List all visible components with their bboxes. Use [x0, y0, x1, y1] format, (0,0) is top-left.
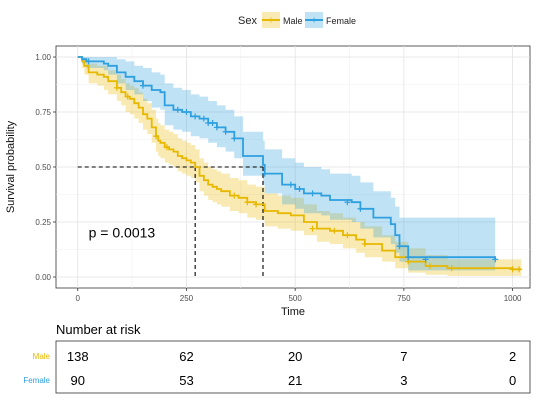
p-value-annotation: p = 0.0013 [89, 224, 156, 240]
survival-curves [77, 56, 522, 271]
censor-mark-male-5 [244, 199, 251, 206]
censor-mark-male-2 [153, 133, 160, 140]
censor-marks [85, 58, 523, 273]
y-axis-label: Survival probability [5, 120, 17, 213]
risk-table-rows: Male 138 62 20 7 2 Female 90 53 21 3 0 [23, 349, 516, 388]
x-tick-label-4: 1000 [504, 294, 522, 303]
risk-row-label-male: Male [33, 352, 51, 361]
risk-value-female-3: 3 [400, 373, 407, 388]
censor-mark-female-19 [422, 256, 429, 263]
censor-mark-male-0 [113, 84, 120, 91]
censor-mark-male-3 [163, 144, 170, 151]
y-tick-label-0: 0.00 [35, 273, 51, 282]
risk-value-female-4: 0 [509, 373, 516, 388]
legend-entry-male: + Male [262, 12, 303, 28]
y-tick-label-2: 0.50 [35, 163, 51, 172]
censor-mark-female-11 [261, 170, 268, 177]
legend: Sex + Male + Female [238, 12, 356, 28]
censor-mark-female-17 [396, 243, 403, 250]
censor-mark-male-6 [253, 201, 260, 208]
censor-mark-male-4 [231, 192, 238, 199]
legend-key-cross-female: + [311, 16, 317, 27]
risk-value-female-1: 53 [179, 373, 193, 388]
censor-mark-male-10 [361, 241, 368, 247]
censor-mark-female-12 [287, 181, 294, 188]
censor-mark-female-5 [200, 115, 207, 122]
risk-value-male-0: 138 [67, 349, 89, 364]
censor-mark-female-20 [492, 256, 499, 263]
y-axis: 0.00 0.25 0.50 0.75 1.00 [35, 53, 56, 282]
risk-value-female-0: 90 [71, 373, 85, 388]
survival-curve-male [77, 56, 522, 271]
x-tick-label-1: 250 [180, 294, 194, 303]
censor-mark-female-3 [183, 109, 190, 115]
legend-key-cross-male: + [268, 16, 274, 27]
x-tick-label-0: 0 [76, 294, 81, 303]
censor-mark-female-13 [296, 186, 303, 192]
survival-curve-female [77, 56, 497, 260]
censor-mark-female-9 [222, 128, 229, 135]
x-tick-label-3: 750 [397, 294, 411, 303]
risk-value-male-3: 7 [400, 349, 407, 364]
risk-table-title: Number at risk [56, 322, 141, 337]
censor-mark-male-14 [509, 266, 516, 273]
censor-mark-female-7 [209, 120, 216, 126]
censor-mark-female-15 [344, 199, 351, 206]
censor-mark-male-12 [426, 263, 433, 269]
risk-value-male-1: 62 [179, 349, 193, 364]
censor-mark-male-13 [448, 265, 455, 272]
censor-mark-male-8 [331, 227, 338, 234]
survival-plot-panel: p = 0.0013 [55, 45, 531, 289]
censor-mark-male-9 [344, 232, 351, 239]
x-axis: 0 250 500 750 1000 [76, 288, 522, 303]
censor-mark-female-18 [405, 254, 412, 261]
censor-mark-female-2 [174, 106, 181, 113]
risk-value-male-4: 2 [509, 349, 516, 364]
censor-mark-female-4 [192, 113, 199, 120]
censor-mark-female-14 [309, 190, 316, 197]
legend-label-male: Male [283, 16, 303, 26]
x-axis-label: Time [281, 306, 305, 318]
risk-table: Number at risk Male 138 62 20 7 2 Female 90 53 21… [23, 322, 531, 394]
risk-value-male-2: 20 [288, 349, 302, 364]
y-tick-label-4: 1.00 [35, 53, 51, 62]
legend-label-female: Female [326, 16, 356, 26]
y-tick-label-3: 0.75 [35, 108, 51, 117]
censor-mark-male-15 [516, 266, 523, 273]
median-survival-lines [77, 166, 264, 277]
risk-row-label-female: Female [23, 376, 50, 385]
censor-mark-female-1 [139, 82, 146, 89]
y-tick-label-1: 0.25 [35, 218, 51, 227]
censor-mark-male-1 [124, 93, 131, 100]
censor-mark-female-10 [231, 135, 238, 142]
censor-mark-female-0 [85, 58, 92, 65]
censor-mark-female-8 [213, 124, 220, 131]
legend-title: Sex [238, 15, 257, 27]
censor-mark-male-7 [309, 225, 316, 232]
risk-value-female-2: 21 [288, 373, 302, 388]
legend-entry-female: + Female [305, 12, 356, 28]
x-tick-label-2: 500 [288, 294, 302, 303]
censor-mark-female-16 [357, 205, 364, 212]
risk-table-border [55, 340, 531, 394]
